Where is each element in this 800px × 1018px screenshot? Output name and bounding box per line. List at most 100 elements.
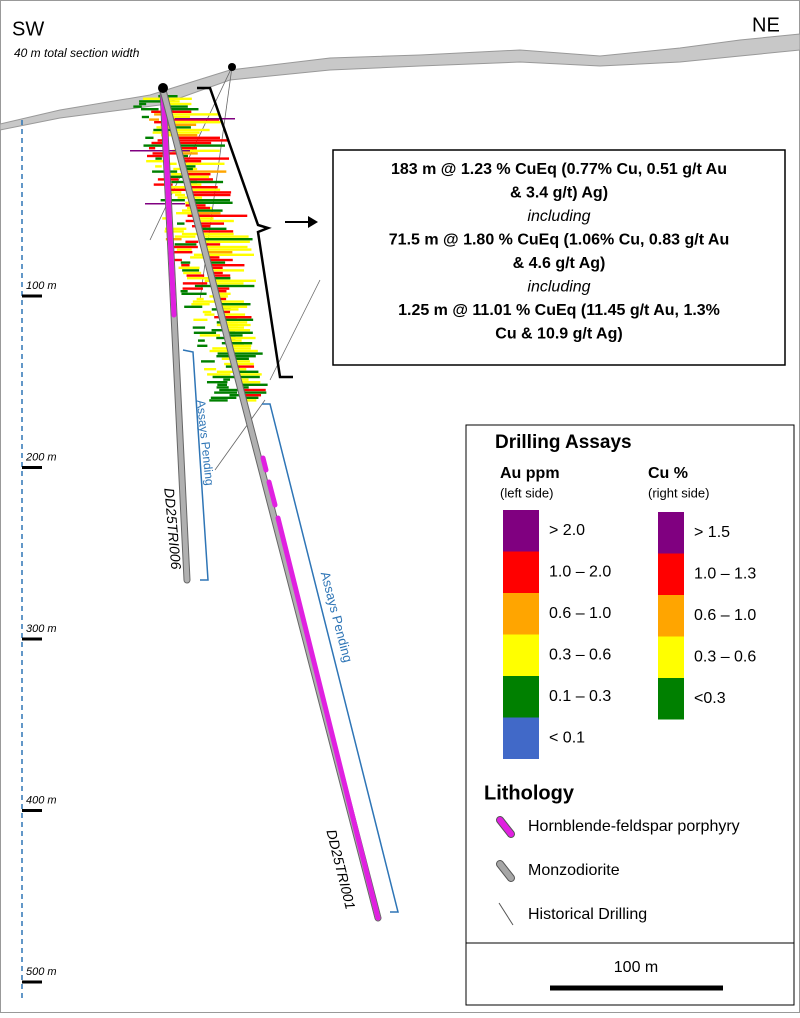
cu-bar: [244, 394, 262, 397]
au-bar: [168, 191, 182, 194]
cu-bar: [204, 240, 250, 243]
au-bar: [217, 352, 235, 355]
cu-bar: [206, 251, 233, 254]
au-bar: [177, 222, 185, 225]
au-bar: [160, 199, 185, 202]
au-bar: [184, 305, 203, 308]
cu-bar: [229, 339, 242, 342]
cu-bar: [177, 139, 229, 142]
au-bar: [145, 136, 154, 139]
interval-bracket: [197, 86, 293, 379]
cu-class: 0.6 – 1.0: [694, 607, 756, 624]
au-bar: [209, 399, 228, 402]
cu-bar: [172, 118, 220, 121]
cu-bar: [194, 201, 233, 204]
au-bar: [151, 141, 167, 145]
cu-bar: [206, 248, 252, 251]
cu-bar: [214, 282, 244, 285]
au-bar: [180, 261, 191, 264]
au-bar: [204, 313, 215, 316]
depth-label: 400 m: [26, 794, 57, 806]
au-bar: [209, 349, 230, 353]
hole-001: [159, 86, 382, 922]
au-bar: [146, 160, 166, 163]
au-bar: [197, 339, 205, 342]
cu-bar: [199, 222, 225, 225]
cu-bar: [221, 305, 248, 308]
cu-bar: [235, 360, 250, 363]
litho-icon: [497, 817, 514, 837]
arrow-head: [308, 216, 318, 228]
au-bar: [212, 347, 234, 350]
cu-bar: [222, 310, 231, 314]
cu-class: <0.3: [694, 690, 726, 707]
scale-label: 100 m: [614, 959, 658, 976]
au-bar: [142, 97, 165, 100]
au-bar: [221, 357, 231, 360]
cu-bar: [240, 381, 261, 384]
au-bar: [175, 193, 186, 197]
depth-label: 100 m: [26, 280, 57, 292]
depth-label: 300 m: [26, 623, 57, 635]
au-bar: [174, 235, 196, 238]
cu-bar: [207, 253, 254, 256]
legend-title: Drilling Assays: [495, 432, 632, 453]
cu-bar: [202, 232, 234, 236]
cu-swatch: [658, 512, 684, 554]
cu-bar: [171, 115, 191, 119]
cu-bar: [192, 196, 203, 199]
au-bar: [190, 256, 214, 259]
cu-bar: [171, 113, 220, 116]
au-bar: [216, 370, 235, 373]
au-bar: [216, 386, 229, 389]
hole-006: [159, 86, 191, 584]
cu-bar: [233, 352, 263, 355]
cu-bar: [227, 331, 253, 334]
au-bar: [196, 297, 204, 301]
au-bar: [155, 157, 162, 160]
au-swatch: [503, 676, 539, 718]
cu-bar: [178, 141, 212, 145]
cu-bar: [245, 399, 257, 402]
cu-bar: [234, 357, 249, 360]
au-bar: [178, 266, 200, 269]
au-bar: [167, 175, 185, 178]
cu-bar: [181, 154, 188, 158]
cu-bar: [189, 186, 218, 189]
cu-bar: [168, 102, 192, 106]
callout-line: 71.5 m @ 1.80 % CuEq (1.06% Cu, 0.83 g/t…: [389, 232, 729, 249]
au-bar: [212, 375, 237, 379]
cu-bar: [187, 175, 210, 178]
cu-bar: [216, 287, 230, 290]
ne-label: NE: [752, 14, 780, 36]
callout-line: & 3.4 g/t) Ag): [510, 185, 608, 202]
litho-icon: [497, 861, 514, 881]
lithology-title: Lithology: [484, 782, 575, 804]
au-note: (left side): [500, 485, 553, 500]
cu-class: 0.3 – 0.6: [694, 649, 756, 666]
cu-bar: [212, 274, 231, 277]
au-bar: [173, 245, 198, 249]
cu-bar: [167, 100, 180, 103]
cu-bar: [225, 323, 251, 327]
au-bar: [157, 139, 166, 142]
callout-line: including: [527, 279, 590, 296]
cu-bar: [195, 206, 211, 210]
au-bar: [181, 292, 207, 295]
au-bar: [165, 186, 191, 189]
au-bar: [141, 108, 159, 111]
au-bar: [165, 227, 187, 230]
au-bar: [139, 102, 147, 106]
cu-bar: [188, 180, 224, 184]
cu-bar: [239, 375, 260, 379]
cu-bar: [197, 214, 248, 217]
cu-title: Cu %: [648, 465, 688, 482]
au-bar: [193, 318, 208, 321]
cu-bar: [169, 108, 199, 111]
au-bar: [147, 154, 163, 158]
cu-bar: [209, 261, 226, 264]
au-bar: [214, 391, 238, 394]
cu-bar: [186, 173, 211, 176]
cu-note: (right side): [648, 485, 709, 500]
au-bar: [193, 253, 205, 256]
